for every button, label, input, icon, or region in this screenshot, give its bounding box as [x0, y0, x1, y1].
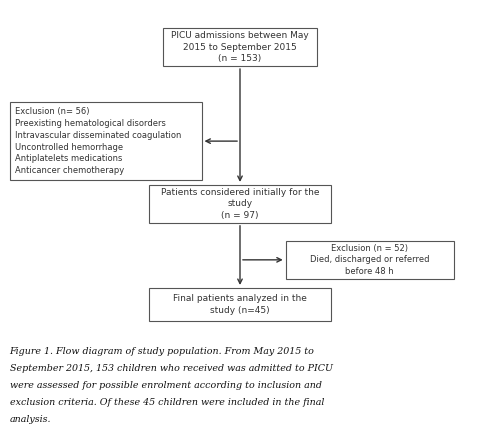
Bar [163, 28, 317, 66]
Text: September 2015, 153 children who received was admitted to PICU: September 2015, 153 children who receive… [10, 364, 333, 373]
Bar [286, 241, 454, 279]
Text: Exclusion (n= 56)
Preexisting hematological disorders
Intravascular disseminated: Exclusion (n= 56) Preexisting hematologi… [15, 107, 182, 175]
Text: exclusion criteria. Of these 45 children were included in the final: exclusion criteria. Of these 45 children… [10, 398, 324, 407]
Text: were assessed for possible enrolment according to inclusion and: were assessed for possible enrolment acc… [10, 381, 322, 390]
Text: Patients considered initially for the
study
(n = 97): Patients considered initially for the st… [161, 188, 319, 220]
Text: Figure 1. Flow diagram of study population. From May 2015 to: Figure 1. Flow diagram of study populati… [10, 347, 314, 356]
Text: Final patients analyzed in the
study (n=45): Final patients analyzed in the study (n=… [173, 294, 307, 315]
Text: PICU admissions between May
2015 to September 2015
(n = 153): PICU admissions between May 2015 to Sept… [171, 31, 309, 63]
Text: analysis.: analysis. [10, 415, 51, 424]
Bar [149, 288, 331, 322]
Bar [10, 102, 202, 180]
Bar [149, 185, 331, 223]
Text: Exclusion (n = 52)
Died, discharged or referred
before 48 h: Exclusion (n = 52) Died, discharged or r… [310, 244, 429, 276]
